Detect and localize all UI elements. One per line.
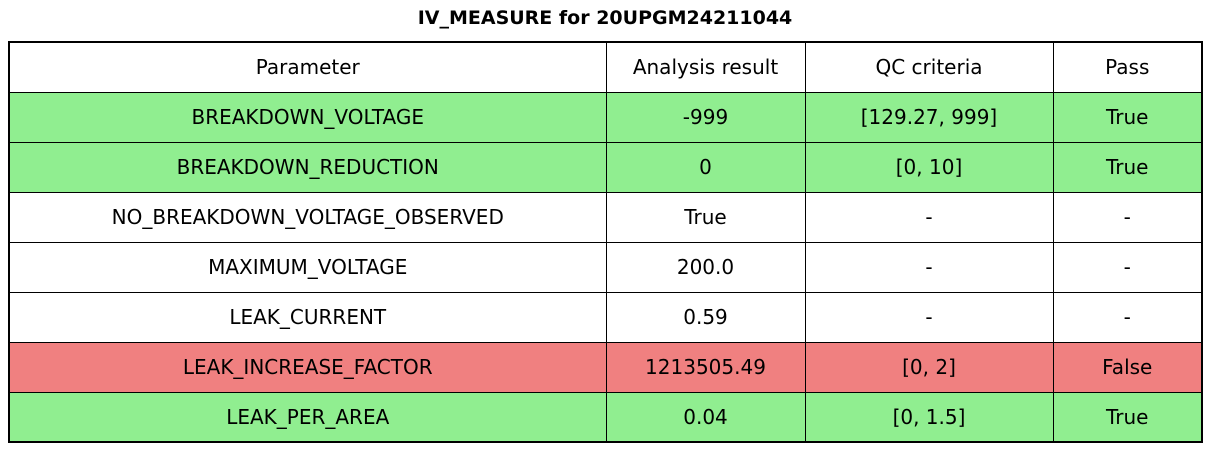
cell-qc-criteria: [129.27, 999] (804, 91, 1054, 143)
cell-pass: - (1052, 291, 1203, 343)
cell-qc-criteria: [0, 10] (804, 141, 1054, 193)
table-row: LEAK_CURRENT 0.59 - - (8, 291, 1203, 343)
cell-analysis-result: True (605, 191, 806, 243)
qc-results-table: Parameter Analysis result QC criteria Pa… (8, 41, 1203, 443)
cell-pass: True (1052, 91, 1203, 143)
cell-qc-criteria: [0, 1.5] (804, 391, 1054, 443)
column-header-qc-criteria: QC criteria (804, 41, 1054, 93)
cell-qc-criteria: - (804, 291, 1054, 343)
table-row: LEAK_PER_AREA 0.04 [0, 1.5] True (8, 391, 1203, 443)
cell-pass: True (1052, 141, 1203, 193)
table-row: BREAKDOWN_REDUCTION 0 [0, 10] True (8, 141, 1203, 193)
table-row: NO_BREAKDOWN_VOLTAGE_OBSERVED True - - (8, 191, 1203, 243)
cell-analysis-result: 200.0 (605, 241, 806, 293)
cell-qc-criteria: - (804, 241, 1054, 293)
table-row: LEAK_INCREASE_FACTOR 1213505.49 [0, 2] F… (8, 341, 1203, 393)
cell-parameter: NO_BREAKDOWN_VOLTAGE_OBSERVED (8, 191, 607, 243)
cell-parameter: LEAK_CURRENT (8, 291, 607, 343)
cell-qc-criteria: - (804, 191, 1054, 243)
column-header-parameter: Parameter (8, 41, 607, 93)
page-title: IV_MEASURE for 20UPGM24211044 (417, 7, 793, 29)
header-row: Parameter Analysis result QC criteria Pa… (8, 41, 1203, 93)
cell-analysis-result: 1213505.49 (605, 341, 806, 393)
cell-pass: True (1052, 391, 1203, 443)
cell-qc-criteria: [0, 2] (804, 341, 1054, 393)
column-header-analysis-result: Analysis result (605, 41, 806, 93)
cell-parameter: BREAKDOWN_VOLTAGE (8, 91, 607, 143)
cell-analysis-result: 0 (605, 141, 806, 193)
cell-parameter: MAXIMUM_VOLTAGE (8, 241, 607, 293)
cell-analysis-result: -999 (605, 91, 806, 143)
cell-pass: - (1052, 241, 1203, 293)
cell-parameter: LEAK_INCREASE_FACTOR (8, 341, 607, 393)
cell-analysis-result: 0.59 (605, 291, 806, 343)
column-header-pass: Pass (1052, 41, 1203, 93)
cell-parameter: BREAKDOWN_REDUCTION (8, 141, 607, 193)
cell-parameter: LEAK_PER_AREA (8, 391, 607, 443)
table-row: BREAKDOWN_VOLTAGE -999 [129.27, 999] Tru… (8, 91, 1203, 143)
cell-pass: False (1052, 341, 1203, 393)
cell-analysis-result: 0.04 (605, 391, 806, 443)
table-row: MAXIMUM_VOLTAGE 200.0 - - (8, 241, 1203, 293)
cell-pass: - (1052, 191, 1203, 243)
